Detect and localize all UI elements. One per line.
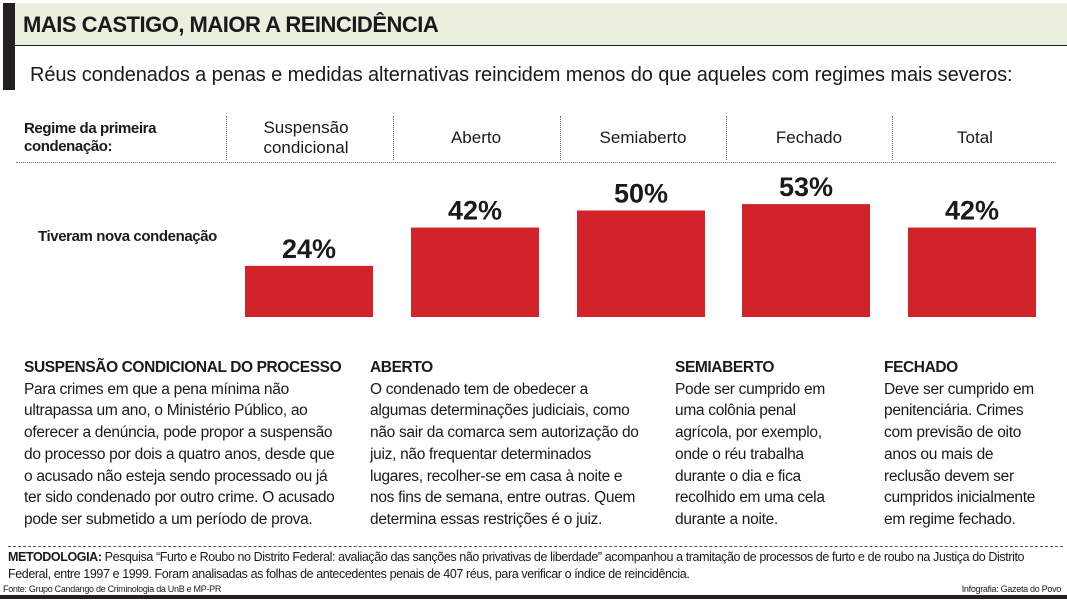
methodology-label: METODOLOGIA: xyxy=(8,550,102,564)
description-line: Deve ser cumprido em xyxy=(884,380,1034,398)
description-line: anos ou mais de xyxy=(884,445,994,463)
description-line: com previsão de oito xyxy=(884,424,1022,442)
column-header: Total xyxy=(957,128,993,147)
description-line: nos fins de semana, entre outras. Quem xyxy=(370,489,636,507)
description-line: durante a noite. xyxy=(675,510,778,528)
description-line: o acusado não esteja sendo processado ou… xyxy=(24,467,328,485)
column-header: Semiaberto xyxy=(599,128,687,147)
description-line: durante o dia e fica xyxy=(675,467,801,485)
description-heading: ABERTO xyxy=(370,359,433,376)
description-line: uma colônia penal xyxy=(675,402,796,420)
column-separator xyxy=(393,116,394,160)
description-block: SUSPENSÃO CONDICIONAL DO PROCESSO Para cr… xyxy=(24,357,342,531)
description-line: agrícola, por exemplo, xyxy=(675,424,822,442)
category-header: Regime da primeira condenação: xyxy=(24,120,157,155)
description-heading: SEMIABERTO xyxy=(675,359,775,376)
description-line: determina essas restrições é o juiz. xyxy=(370,510,603,528)
description-line: lugares, recolher-se em casa à noite e xyxy=(370,467,623,485)
column-header: Aberto xyxy=(450,128,502,147)
chart-subtitle: Réus condenados a penas e medidas altern… xyxy=(30,64,1013,86)
accent-bar xyxy=(3,3,15,90)
description-heading: SUSPENSÃO CONDICIONAL DO PROCESSO xyxy=(24,359,342,376)
column-separator xyxy=(226,116,227,160)
description-block: FECHADO Deve ser cumprido em penitenciária… xyxy=(884,357,1035,531)
header-divider xyxy=(16,162,1056,163)
credit: Infografia: Gazeta do Povo xyxy=(961,584,1062,594)
chart-title: MAIS CASTIGO, MAIOR A REINCIDÊNCIA xyxy=(23,12,439,37)
source: Fonte: Grupo Candango de Criminologia da… xyxy=(3,584,222,594)
description-line: não sair da comarca sem autorização do xyxy=(370,424,639,442)
column-header: Suspensão condicional xyxy=(263,118,349,157)
description-line: reclusão devem ser xyxy=(884,467,1014,485)
column-separator xyxy=(892,116,893,160)
bar xyxy=(908,227,1036,317)
bar xyxy=(411,227,539,317)
column-separator xyxy=(560,116,561,160)
value-label: 24% xyxy=(282,234,336,264)
column-header: Fechado xyxy=(775,128,843,147)
description-line: Pode ser cumprido em xyxy=(675,380,825,398)
value-label: 42% xyxy=(448,196,502,226)
description-line: em regime fechado. xyxy=(884,510,1016,528)
title-bar: MAIS CASTIGO, MAIOR A REINCIDÊNCIA xyxy=(15,3,1067,46)
methodology-text: Pesquisa “Furto e Roubo no Distrito Fede… xyxy=(8,550,1025,581)
value-label: 53% xyxy=(779,172,833,202)
description-line: ter sido condenado por outro crime. O ac… xyxy=(24,489,335,507)
description-line: penitenciária. Crimes xyxy=(884,402,1024,420)
description-line: Para crimes em que a pena mínima não xyxy=(24,380,289,398)
description-line: onde o réu trabalha xyxy=(675,445,804,463)
description-line: O condenado tem de obedecer a xyxy=(370,380,588,398)
description-line: ultrapassa um ano, o Ministério Público,… xyxy=(24,402,308,420)
bar xyxy=(577,210,705,317)
description-line: recolhido em uma cela xyxy=(675,489,825,507)
description-block: SEMIABERTO Pode ser cumprido em uma colôni… xyxy=(675,357,825,531)
column-separator xyxy=(726,116,727,160)
methodology: METODOLOGIA: Pesquisa “Furto e Roubo no … xyxy=(8,546,1063,583)
value-label: 50% xyxy=(614,179,668,209)
bar-chart: 24% 42% 50% 53% 42% xyxy=(245,172,1036,317)
description-line: juiz, não frequentar determinados xyxy=(370,445,592,463)
description-line: pode ser submetido a um período de prova… xyxy=(24,510,313,528)
description-line: cumpridos inicialmente xyxy=(884,489,1036,507)
description-block: ABERTO O condenado tem de obedecer a algum… xyxy=(370,357,639,531)
row-label: Tiveram nova condenação xyxy=(38,228,217,245)
bottom-rule xyxy=(0,595,1067,599)
description-heading: FECHADO xyxy=(884,359,958,376)
description-line: do processo por dois a quatro anos, desd… xyxy=(24,445,335,463)
bar xyxy=(245,265,373,317)
bar xyxy=(742,204,870,317)
description-line: algumas determinações judiciais, como xyxy=(370,402,630,420)
value-label: 42% xyxy=(945,196,999,226)
description-line: oferecer a denúncia, pode propor a suspe… xyxy=(24,424,333,442)
